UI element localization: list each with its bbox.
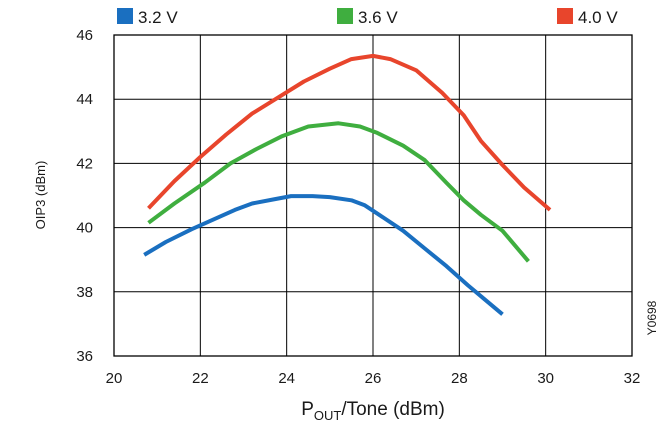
x-tick-labels: 20 22 24 26 28 30 32 [106, 370, 641, 387]
x-tick-label: 28 [451, 370, 468, 387]
series-layer [143, 53, 552, 316]
y-tick-label: 46 [76, 27, 93, 44]
series-line-4-0-v [147, 53, 552, 212]
x-tick-label: 30 [537, 370, 554, 387]
x-tick-label: 26 [365, 370, 382, 387]
legend: 3.2 V 3.6 V 4.0 V [117, 8, 618, 27]
y-tick-label: 40 [76, 220, 93, 237]
legend-label-3v2: 3.2 V [138, 8, 178, 27]
legend-label-4v0: 4.0 V [578, 8, 618, 27]
series-line-3-6-v [147, 121, 530, 263]
x-axis-title: POUT/Tone (dBm) [301, 399, 445, 423]
figure-code: Y0698 [645, 300, 659, 335]
y-tick-label: 38 [76, 284, 93, 301]
y-tick-labels: 36 38 40 42 44 46 [76, 27, 93, 365]
y-tick-label: 42 [76, 155, 93, 172]
plot-frame [113, 34, 633, 357]
grid [114, 35, 632, 356]
legend-swatch-3v6 [337, 8, 353, 24]
y-axis-title: OIP3 (dBm) [33, 161, 48, 230]
x-axis-title-rest: /Tone (dBm) [341, 399, 444, 420]
x-tick-label: 24 [278, 370, 295, 387]
x-axis-title-sub: OUT [314, 408, 342, 423]
legend-swatch-4v0 [557, 8, 573, 24]
x-tick-label: 22 [192, 370, 209, 387]
series-line-3-2-v [143, 194, 504, 316]
legend-label-3v6: 3.6 V [358, 8, 398, 27]
y-tick-label: 44 [76, 91, 93, 108]
x-tick-label: 32 [624, 370, 641, 387]
x-axis-title-p: P [301, 399, 314, 420]
x-tick-label: 20 [106, 370, 123, 387]
y-tick-label: 36 [76, 348, 93, 365]
legend-swatch-3v2 [117, 8, 133, 24]
